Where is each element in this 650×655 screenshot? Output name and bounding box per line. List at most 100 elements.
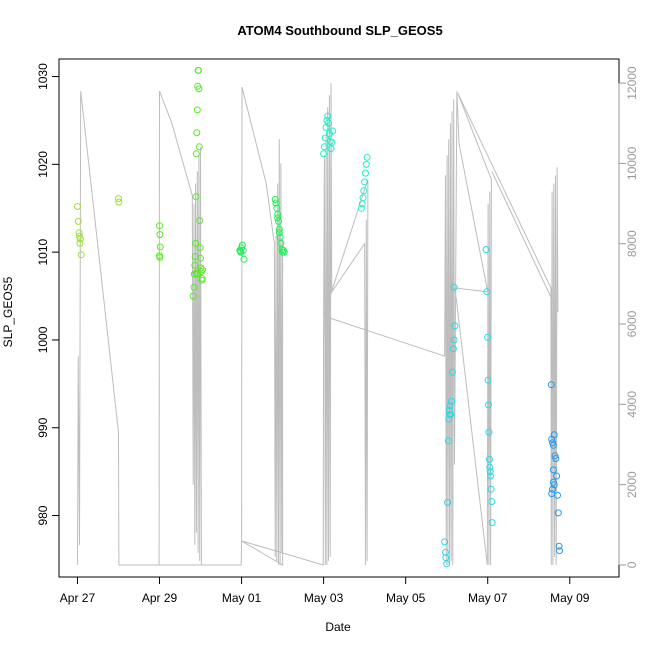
- data-point: [239, 246, 247, 254]
- data-point: [271, 196, 279, 203]
- data-point: [447, 411, 455, 419]
- data-point: [199, 266, 207, 274]
- data-point: [450, 283, 458, 291]
- y-axis-left: 980 990 1000 1010 1020 1030: [36, 63, 60, 526]
- data-point: [196, 244, 204, 252]
- data-point: [553, 472, 561, 480]
- data-point: [482, 246, 490, 253]
- data-point: [192, 239, 200, 247]
- y2-tick-label: 0: [625, 561, 639, 568]
- data-point: [483, 288, 491, 296]
- data-point: [488, 519, 496, 527]
- data-point: [115, 195, 122, 203]
- data-point: [357, 204, 365, 212]
- x-tick-label: May 03: [304, 591, 344, 605]
- data-point: [320, 150, 328, 158]
- data-point: [449, 345, 457, 353]
- data-point: [274, 214, 282, 222]
- y2-tick-label: 6000: [625, 310, 639, 337]
- data-point: [485, 401, 492, 409]
- data-point: [549, 441, 557, 449]
- data-point: [451, 322, 459, 330]
- data-point: [238, 241, 246, 249]
- data-point: [321, 134, 329, 142]
- data-point: [329, 127, 337, 135]
- data-point: [443, 560, 451, 568]
- data-point: [236, 247, 244, 255]
- y2-tick-label: 10000: [625, 146, 639, 180]
- data-point: [196, 217, 204, 224]
- y-tick-label: 1000: [36, 326, 50, 353]
- altitude-series: [77, 83, 559, 566]
- data-point: [555, 542, 563, 550]
- data-point: [549, 478, 557, 486]
- data-point: [485, 428, 493, 436]
- data-point: [76, 239, 84, 247]
- data-point: [484, 376, 492, 384]
- data-point: [441, 538, 449, 546]
- data-point: [550, 431, 558, 439]
- data-point: [362, 169, 369, 177]
- data-point: [156, 222, 163, 230]
- data-point: [556, 547, 563, 555]
- data-point: [450, 336, 458, 344]
- data-point: [275, 217, 282, 225]
- data-point: [549, 466, 557, 474]
- data-point: [360, 187, 368, 195]
- y2-tick-label: 4000: [625, 391, 639, 418]
- data-point: [549, 485, 556, 493]
- data-point: [193, 106, 201, 114]
- data-point: [115, 198, 123, 206]
- y-tick-label: 1010: [36, 238, 50, 265]
- data-point: [272, 199, 280, 207]
- data-point: [280, 248, 288, 256]
- data-point: [484, 333, 492, 341]
- data-point: [74, 203, 81, 210]
- data-point: [197, 264, 205, 272]
- y-axis-right: 0 2000 4000 6000 8000 10000 12000: [618, 66, 639, 568]
- y-tick-label: 1020: [36, 151, 50, 178]
- y-tick-label: 980: [36, 505, 50, 525]
- data-point: [320, 143, 328, 151]
- data-point: [362, 160, 370, 168]
- data-point: [363, 153, 371, 161]
- data-point: [192, 193, 200, 201]
- data-point: [487, 472, 495, 480]
- chart-title: ATOM4 Southbound SLP_GEOS5: [237, 23, 442, 38]
- x-tick-label: May 05: [386, 591, 426, 605]
- data-point: [190, 283, 198, 291]
- data-point: [195, 143, 203, 151]
- data-point: [444, 437, 452, 445]
- y2-tick-label: 12000: [625, 66, 639, 100]
- data-point: [445, 406, 453, 414]
- data-point: [240, 255, 248, 263]
- plot-area: [58, 58, 620, 578]
- data-point: [444, 498, 451, 506]
- data-point: [195, 66, 202, 74]
- data-point: [324, 112, 332, 120]
- data-point: [552, 455, 560, 462]
- data-point: [189, 292, 197, 300]
- x-tick-label: May 09: [550, 591, 590, 605]
- data-point: [547, 381, 555, 389]
- x-tick-label: Apr 29: [142, 591, 178, 605]
- data-point: [198, 275, 206, 282]
- data-point: [275, 225, 283, 233]
- data-point: [328, 138, 336, 146]
- data-point: [554, 491, 561, 499]
- y-tick-label: 1030: [36, 63, 50, 90]
- data-point: [192, 269, 200, 277]
- x-tick-label: May 01: [222, 591, 262, 605]
- data-point: [359, 194, 367, 202]
- y-axis-label: SLP_GEOS5: [1, 276, 15, 347]
- x-axis: Apr 27 Apr 29 May 01 May 03 May 05 May 07 May …: [60, 576, 590, 605]
- x-tick-label: Apr 27: [60, 591, 96, 605]
- data-point: [485, 455, 493, 463]
- data-point: [448, 368, 456, 376]
- data-point: [156, 231, 164, 239]
- data-point: [192, 150, 200, 158]
- y-tick-label: 990: [36, 417, 50, 437]
- data-point: [446, 402, 454, 410]
